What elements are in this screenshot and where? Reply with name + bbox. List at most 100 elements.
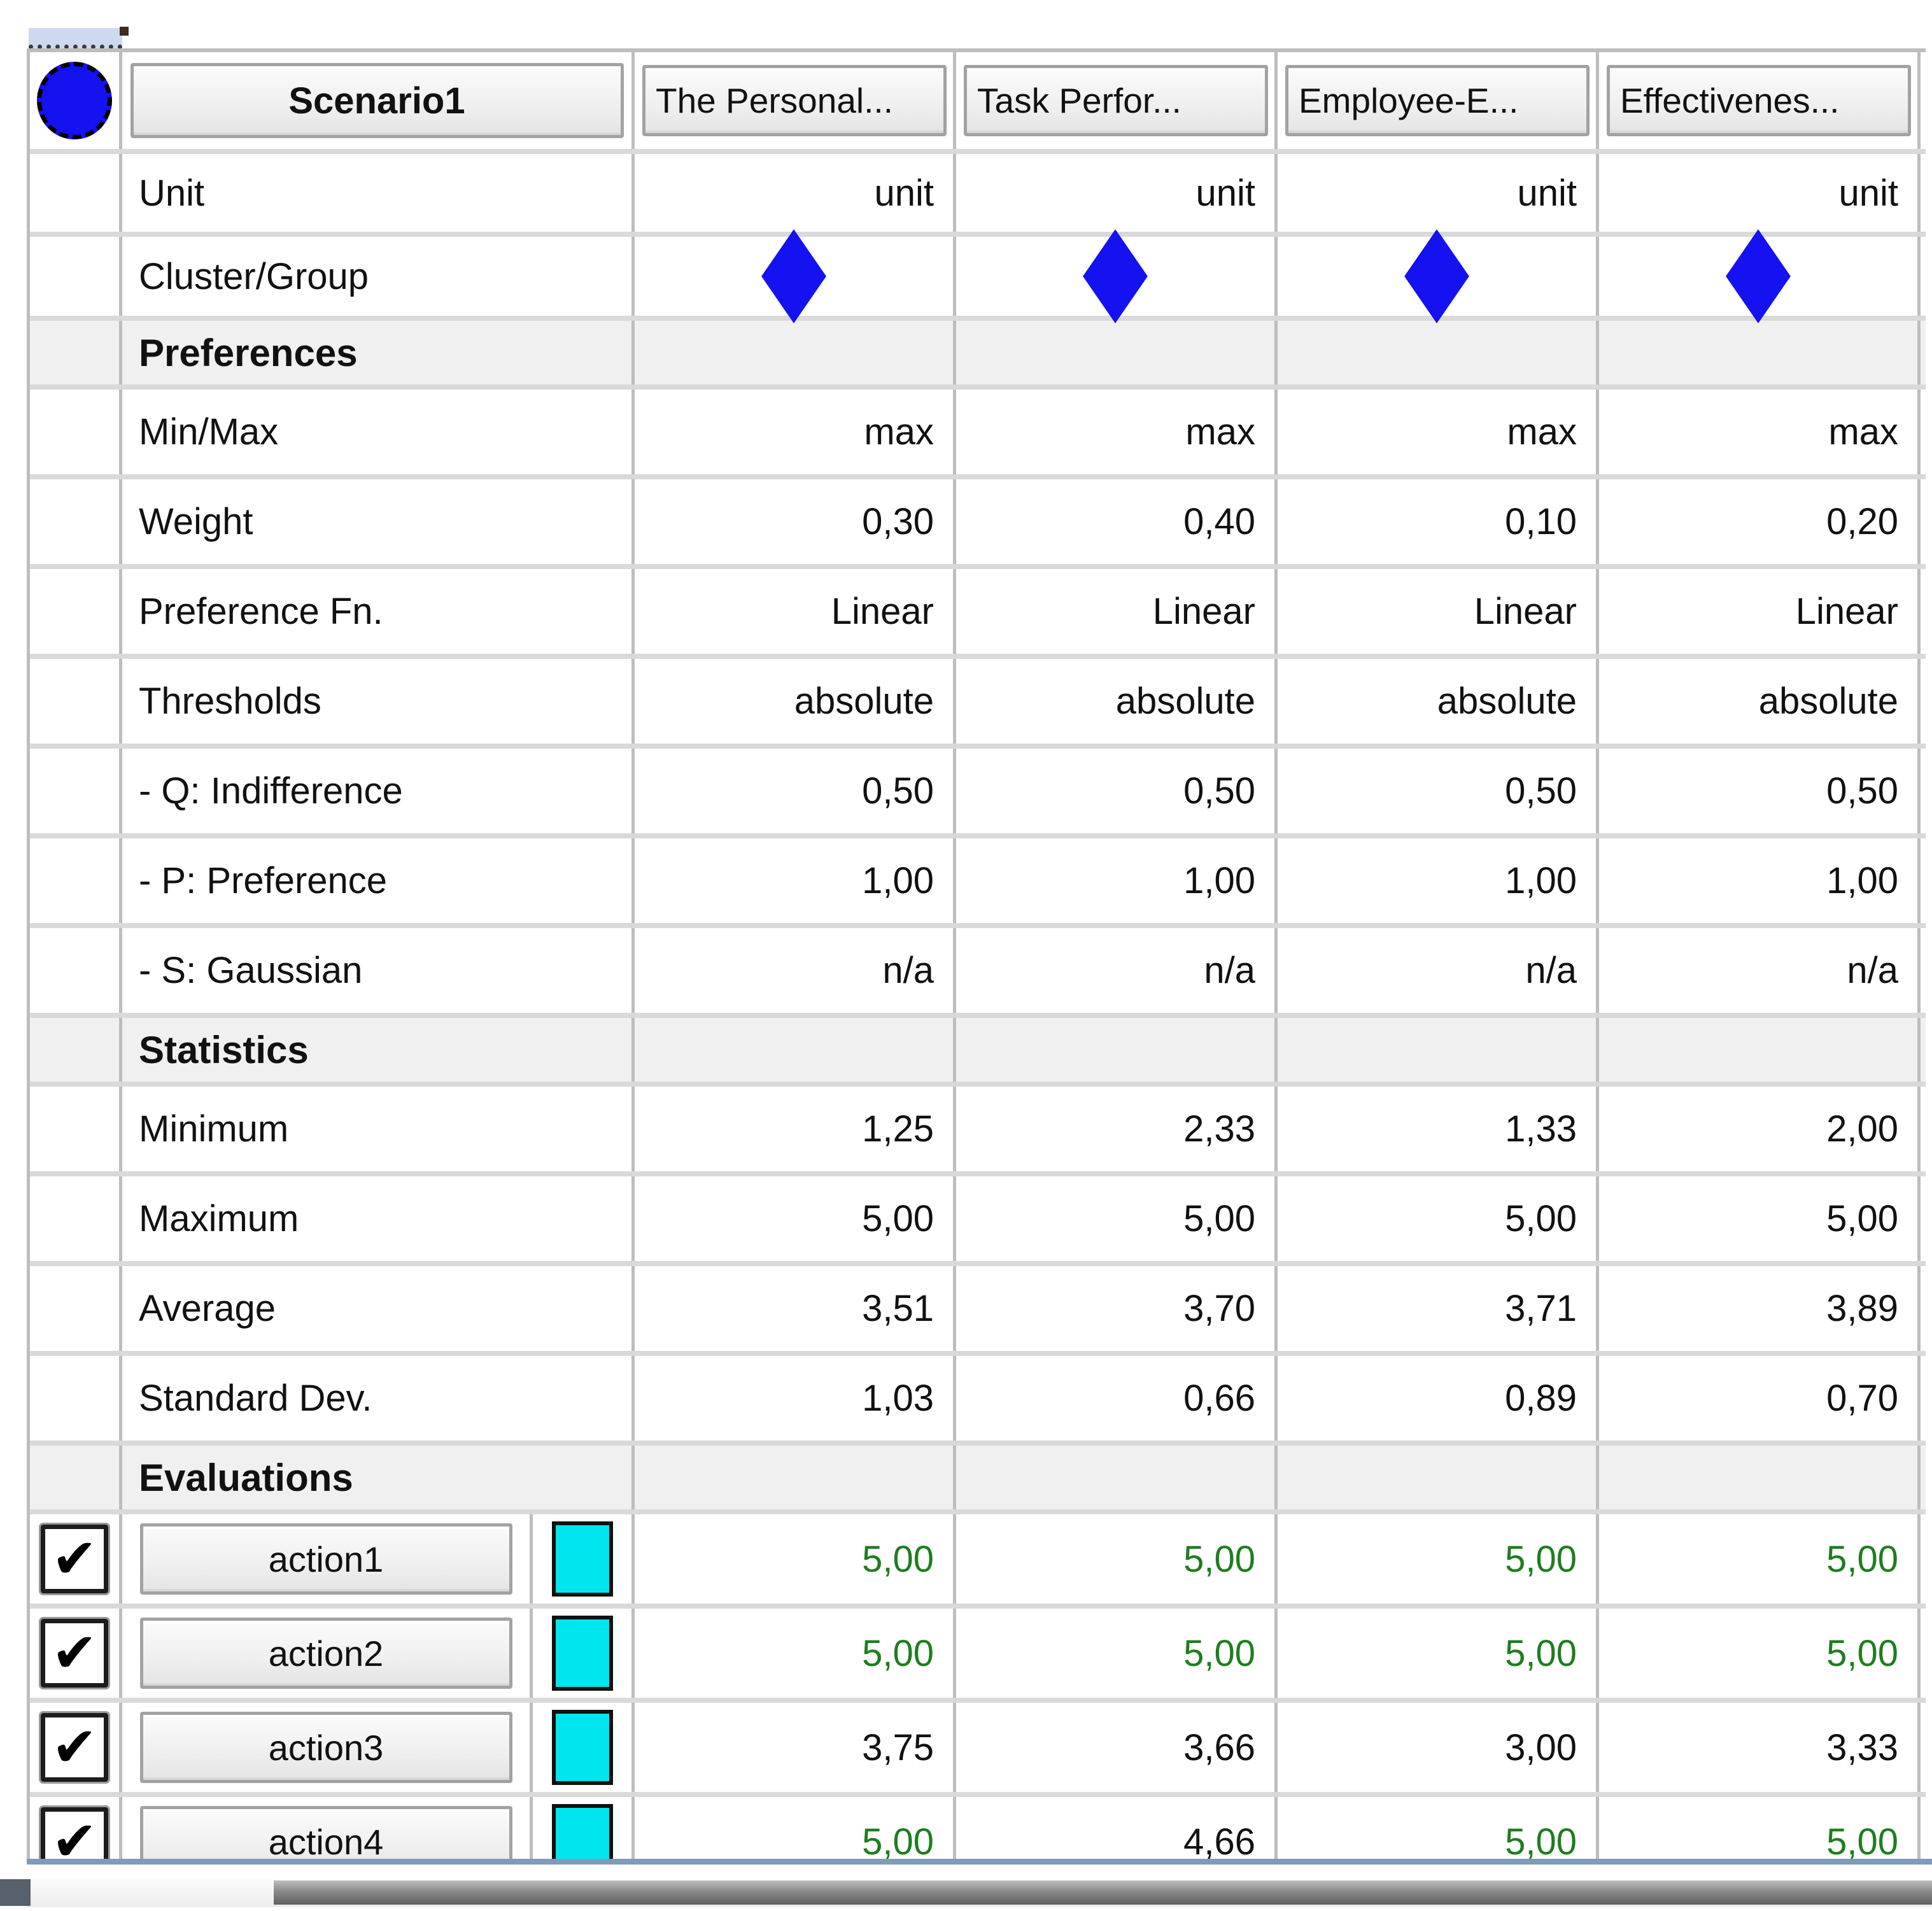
- value-cell[interactable]: 5,00: [1278, 1176, 1599, 1261]
- value-cell[interactable]: 0,89: [1278, 1356, 1599, 1441]
- action-button[interactable]: action3: [139, 1712, 512, 1783]
- value-cell[interactable]: absolute: [1599, 659, 1921, 744]
- value-cell[interactable]: n/a: [635, 928, 956, 1013]
- action-color-swatch[interactable]: [551, 1710, 613, 1785]
- row-index-cell: [30, 569, 122, 654]
- value-cell[interactable]: max: [1599, 390, 1921, 474]
- unit-cell[interactable]: unit: [635, 154, 956, 232]
- value-cell[interactable]: 5,00: [635, 1176, 956, 1261]
- value-cell[interactable]: 0,50: [1278, 749, 1599, 833]
- row-index-cell: [30, 928, 122, 1013]
- cell-value: n/a: [882, 950, 934, 991]
- criterion-button-2[interactable]: Task Perfor...: [964, 65, 1268, 136]
- value-cell[interactable]: Linear: [956, 569, 1278, 654]
- cluster-cell[interactable]: [956, 229, 1278, 323]
- value-cell[interactable]: absolute: [956, 659, 1278, 744]
- evaluation-cell[interactable]: 5,00: [1278, 1514, 1599, 1604]
- value-cell[interactable]: 3,89: [1599, 1266, 1921, 1351]
- action-checkbox[interactable]: ✔: [39, 1617, 110, 1689]
- criterion-button-3[interactable]: Employee-E...: [1285, 65, 1590, 136]
- criterion-button-4[interactable]: Effectivenes...: [1607, 65, 1911, 136]
- value-cell[interactable]: 0,50: [1599, 749, 1921, 833]
- cluster-cell[interactable]: [1599, 229, 1921, 323]
- cell-value: n/a: [1525, 950, 1577, 991]
- evaluation-cell[interactable]: 5,00: [956, 1514, 1278, 1604]
- action-button[interactable]: action1: [139, 1523, 512, 1595]
- column-ruler-strip[interactable]: [29, 27, 129, 49]
- action-button[interactable]: action2: [139, 1618, 512, 1689]
- evaluation-cell[interactable]: 5,00: [1278, 1609, 1599, 1698]
- scrollbar-thumb[interactable]: [274, 1880, 1932, 1905]
- evaluation-cell[interactable]: 4,66: [956, 1797, 1278, 1886]
- value-cell[interactable]: n/a: [1599, 928, 1921, 1013]
- evaluation-cell[interactable]: 5,00: [635, 1514, 956, 1604]
- value-cell[interactable]: 1,00: [956, 838, 1278, 923]
- evaluation-cell[interactable]: 5,00: [635, 1609, 956, 1698]
- value-cell[interactable]: 3,51: [635, 1266, 956, 1351]
- value-cell[interactable]: 1,00: [1278, 838, 1599, 923]
- evaluation-cell[interactable]: 5,00: [1599, 1797, 1921, 1886]
- value-cell[interactable]: 0,30: [635, 479, 956, 564]
- value-cell[interactable]: 2,33: [956, 1087, 1278, 1171]
- value-cell[interactable]: 1,00: [635, 838, 956, 923]
- value-cell[interactable]: 1,00: [1599, 838, 1921, 923]
- cluster-cell[interactable]: [635, 229, 956, 323]
- cell-value: 0,50: [1183, 770, 1255, 812]
- cell-value: 0,10: [1505, 501, 1577, 542]
- unit-cell[interactable]: unit: [1278, 154, 1599, 232]
- value-cell[interactable]: n/a: [956, 928, 1278, 1013]
- value-cell[interactable]: 0,50: [956, 749, 1278, 833]
- value-cell[interactable]: 3,71: [1278, 1266, 1599, 1351]
- evaluation-value: 5,00: [1826, 1538, 1898, 1580]
- value-cell[interactable]: max: [1278, 390, 1599, 474]
- action-checkbox[interactable]: ✔: [39, 1523, 110, 1595]
- value-cell[interactable]: Linear: [1278, 569, 1599, 654]
- value-cell[interactable]: 0,66: [956, 1356, 1278, 1441]
- evaluation-cell[interactable]: 5,00: [1278, 1797, 1599, 1886]
- cell-value: 5,00: [1183, 1198, 1255, 1239]
- evaluation-cell[interactable]: 3,75: [635, 1703, 956, 1792]
- action-checkbox[interactable]: ✔: [39, 1711, 110, 1784]
- evaluation-cell[interactable]: 3,00: [1278, 1703, 1599, 1792]
- horizontal-scrollbar[interactable]: [27, 1878, 1932, 1907]
- value-cell[interactable]: n/a: [1278, 928, 1599, 1013]
- evaluation-cell[interactable]: 5,00: [1599, 1609, 1921, 1698]
- evaluation-cell[interactable]: 5,00: [635, 1797, 956, 1886]
- criterion-button-1[interactable]: The Personal...: [642, 65, 947, 136]
- value-cell[interactable]: Linear: [635, 569, 956, 654]
- row-label-cell: Thresholds: [122, 659, 635, 744]
- unit-cell[interactable]: unit: [956, 154, 1278, 232]
- value-cell[interactable]: 0,40: [956, 479, 1278, 564]
- value-cell[interactable]: 0,20: [1599, 479, 1921, 564]
- value-cell[interactable]: absolute: [1278, 659, 1599, 744]
- value-cell[interactable]: 0,50: [635, 749, 956, 833]
- value-cell[interactable]: 2,00: [1599, 1087, 1921, 1171]
- value-cell[interactable]: absolute: [635, 659, 956, 744]
- value-cell[interactable]: max: [635, 390, 956, 474]
- scenario-button[interactable]: Scenario1: [130, 63, 624, 138]
- value-cell[interactable]: 1,33: [1278, 1087, 1599, 1171]
- value-cell[interactable]: 5,00: [956, 1176, 1278, 1261]
- evaluation-cell[interactable]: 3,33: [1599, 1703, 1921, 1792]
- unit-cell[interactable]: unit: [1599, 154, 1921, 232]
- value-cell[interactable]: 1,03: [635, 1356, 956, 1441]
- value-cell[interactable]: max: [956, 390, 1278, 474]
- value-cell[interactable]: Linear: [1599, 569, 1921, 654]
- evaluation-cell[interactable]: 3,66: [956, 1703, 1278, 1792]
- action-checkbox-cell: ✔: [30, 1609, 122, 1698]
- table-bottom-border: [27, 1859, 1932, 1865]
- evaluation-cell[interactable]: 5,00: [1599, 1514, 1921, 1604]
- evaluation-cell[interactable]: 5,00: [956, 1609, 1278, 1698]
- evaluation-value: 5,00: [862, 1632, 934, 1674]
- action-color-swatch[interactable]: [551, 1521, 613, 1597]
- cell-value: 1,00: [1826, 860, 1898, 901]
- value-cell[interactable]: 3,70: [956, 1266, 1278, 1351]
- scrollbar-left-button[interactable]: [0, 1879, 31, 1906]
- cluster-cell[interactable]: [1278, 229, 1599, 323]
- action-color-swatch[interactable]: [551, 1616, 613, 1691]
- value-cell[interactable]: 0,70: [1599, 1356, 1921, 1441]
- value-cell[interactable]: 5,00: [1599, 1176, 1921, 1261]
- value-cell[interactable]: 0,10: [1278, 479, 1599, 564]
- value-cell[interactable]: 1,25: [635, 1087, 956, 1171]
- scenario-circle-icon[interactable]: [37, 62, 112, 139]
